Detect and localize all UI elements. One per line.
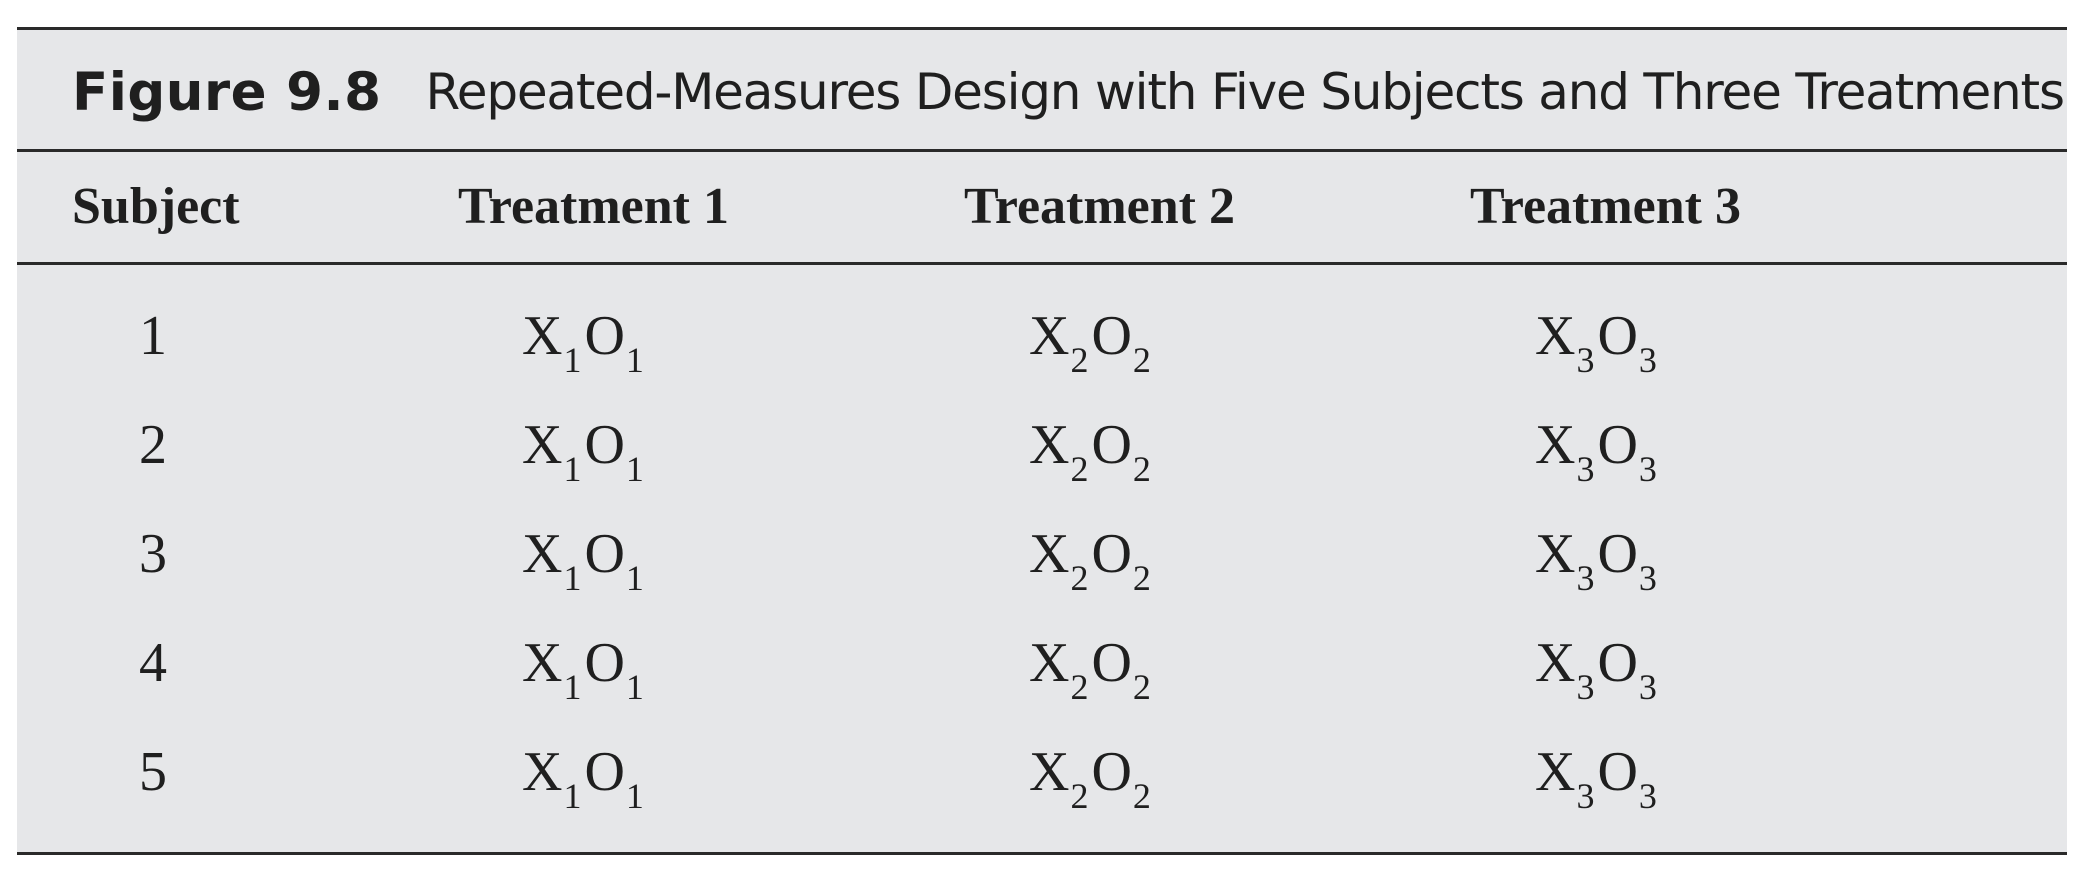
treatment-2-cell: X2O2 xyxy=(1029,724,1154,833)
observation-subscript: 3 xyxy=(1638,340,1657,380)
header-treatment-1: Treatment 1 xyxy=(458,178,729,235)
treatment-symbol: X xyxy=(1535,305,1576,367)
treatment-1-cell: X1O1 xyxy=(522,397,647,506)
treatment-symbol: X xyxy=(1029,305,1070,367)
treatment-subscript: 3 xyxy=(1576,340,1595,380)
observation-symbol: O xyxy=(1597,523,1638,585)
observation-symbol: O xyxy=(1091,741,1132,803)
observation-subscript: 2 xyxy=(1132,776,1151,816)
treatment-subscript: 2 xyxy=(1070,558,1089,598)
observation-symbol: O xyxy=(1597,414,1638,476)
treatment-symbol: X xyxy=(522,414,563,476)
observation-symbol: O xyxy=(584,523,625,585)
treatment-3-cell: X3O3 xyxy=(1535,397,1660,506)
observation-subscript: 1 xyxy=(625,340,644,380)
header-treatment-2: Treatment 2 xyxy=(964,178,1235,235)
table-body: 1 X1O1 X2O2 X3O3 2 X1O1 X2O2 X3O3 3 X1O1 X2O2 X3O3 4… xyxy=(17,288,2067,833)
treatment-subscript: 1 xyxy=(563,340,582,380)
observation-symbol: O xyxy=(584,741,625,803)
treatment-3-cell: X3O3 xyxy=(1535,288,1660,397)
observation-symbol: O xyxy=(584,414,625,476)
treatment-1-cell: X1O1 xyxy=(522,724,647,833)
treatment-subscript: 3 xyxy=(1576,449,1595,489)
treatment-2-cell: X2O2 xyxy=(1029,397,1154,506)
treatment-subscript: 3 xyxy=(1576,776,1595,816)
figure-label: Figure 9.8 xyxy=(72,61,382,123)
header-divider xyxy=(17,262,2067,265)
treatment-subscript: 3 xyxy=(1576,667,1595,707)
treatment-symbol: X xyxy=(522,305,563,367)
observation-symbol: O xyxy=(584,632,625,694)
observation-subscript: 2 xyxy=(1132,667,1151,707)
treatment-symbol: X xyxy=(1535,632,1576,694)
observation-symbol: O xyxy=(1091,523,1132,585)
observation-subscript: 1 xyxy=(625,667,644,707)
treatment-2-cell: X2O2 xyxy=(1029,288,1154,397)
treatment-subscript: 1 xyxy=(563,449,582,489)
table-row: 4 X1O1 X2O2 X3O3 xyxy=(17,615,2067,724)
treatment-subscript: 2 xyxy=(1070,776,1089,816)
figure-caption: Figure 9.8 Repeated-Measures Design with… xyxy=(72,52,2065,132)
treatment-1-cell: X1O1 xyxy=(522,615,647,724)
treatment-3-cell: X3O3 xyxy=(1535,506,1660,615)
observation-subscript: 3 xyxy=(1638,667,1657,707)
treatment-subscript: 1 xyxy=(563,667,582,707)
table-row: 1 X1O1 X2O2 X3O3 xyxy=(17,288,2067,397)
header-treatment-3: Treatment 3 xyxy=(1470,178,1741,235)
subject-number: 4 xyxy=(139,632,167,694)
treatment-2-cell: X2O2 xyxy=(1029,506,1154,615)
table-row: 5 X1O1 X2O2 X3O3 xyxy=(17,724,2067,833)
treatment-subscript: 1 xyxy=(563,558,582,598)
treatment-3-cell: X3O3 xyxy=(1535,615,1660,724)
treatment-symbol: X xyxy=(1029,414,1070,476)
table-header-row: Subject Treatment 1 Treatment 2 Treatmen… xyxy=(17,152,2067,262)
figure-title: Repeated-Measures Design with Five Subje… xyxy=(425,63,2065,121)
observation-subscript: 3 xyxy=(1638,776,1657,816)
table-row: 3 X1O1 X2O2 X3O3 xyxy=(17,506,2067,615)
subject-number: 2 xyxy=(139,414,167,476)
subject-number: 1 xyxy=(139,305,167,367)
observation-symbol: O xyxy=(1597,632,1638,694)
observation-symbol: O xyxy=(1091,305,1132,367)
treatment-symbol: X xyxy=(522,523,563,585)
treatment-3-cell: X3O3 xyxy=(1535,724,1660,833)
treatment-2-cell: X2O2 xyxy=(1029,615,1154,724)
treatment-1-cell: X1O1 xyxy=(522,506,647,615)
treatment-1-cell: X1O1 xyxy=(522,288,647,397)
observation-subscript: 2 xyxy=(1132,449,1151,489)
treatment-symbol: X xyxy=(1029,632,1070,694)
treatment-symbol: X xyxy=(1535,741,1576,803)
treatment-subscript: 2 xyxy=(1070,340,1089,380)
observation-symbol: O xyxy=(1597,741,1638,803)
treatment-symbol: X xyxy=(1535,414,1576,476)
treatment-subscript: 1 xyxy=(563,776,582,816)
observation-symbol: O xyxy=(1091,414,1132,476)
observation-subscript: 2 xyxy=(1132,340,1151,380)
caption-divider xyxy=(17,149,2067,152)
treatment-symbol: X xyxy=(1029,741,1070,803)
observation-subscript: 3 xyxy=(1638,558,1657,598)
observation-subscript: 1 xyxy=(625,558,644,598)
treatment-symbol: X xyxy=(1029,523,1070,585)
figure-panel: Figure 9.8 Repeated-Measures Design with… xyxy=(17,27,2067,855)
observation-subscript: 2 xyxy=(1132,558,1151,598)
subject-number: 5 xyxy=(139,741,167,803)
observation-subscript: 1 xyxy=(625,449,644,489)
observation-symbol: O xyxy=(584,305,625,367)
treatment-subscript: 2 xyxy=(1070,449,1089,489)
observation-subscript: 1 xyxy=(625,776,644,816)
table-row: 2 X1O1 X2O2 X3O3 xyxy=(17,397,2067,506)
treatment-subscript: 3 xyxy=(1576,558,1595,598)
treatment-symbol: X xyxy=(1535,523,1576,585)
treatment-symbol: X xyxy=(522,632,563,694)
treatment-subscript: 2 xyxy=(1070,667,1089,707)
subject-number: 3 xyxy=(139,523,167,585)
header-subject: Subject xyxy=(72,178,240,235)
treatment-symbol: X xyxy=(522,741,563,803)
observation-subscript: 3 xyxy=(1638,449,1657,489)
observation-symbol: O xyxy=(1597,305,1638,367)
observation-symbol: O xyxy=(1091,632,1132,694)
